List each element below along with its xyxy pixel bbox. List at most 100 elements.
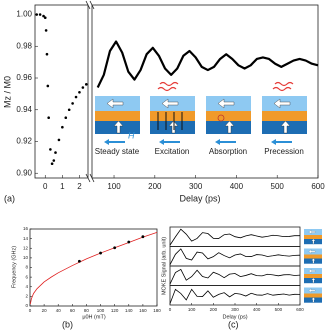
y-tick-label: 10 xyxy=(23,255,29,260)
data-point xyxy=(46,84,50,88)
data-point xyxy=(78,90,81,94)
pump-pulse xyxy=(157,81,179,92)
plot-frame xyxy=(34,4,89,179)
panel-label: (a) xyxy=(4,193,15,203)
data-point xyxy=(84,83,88,86)
x-tick-label: 0 xyxy=(29,308,32,313)
schematic-mini xyxy=(303,287,323,303)
data-point xyxy=(99,251,102,255)
field-arrows xyxy=(104,139,292,145)
y-tick-label: 0.90 xyxy=(16,168,32,177)
y-tick-label: 14 xyxy=(23,236,29,241)
x-tick-label: 100 xyxy=(107,182,121,191)
data-point xyxy=(54,151,57,154)
data-point xyxy=(67,108,71,112)
data-line xyxy=(96,40,319,89)
data-point xyxy=(42,14,45,18)
y-tick-label: 0.92 xyxy=(16,137,32,146)
x-tick-label: 100 xyxy=(188,307,196,312)
data-point xyxy=(44,29,48,32)
x-axis-label: μ0H (mT) xyxy=(82,314,106,320)
schematic xyxy=(149,95,196,135)
y-tick-label: 16 xyxy=(23,226,29,231)
y-axis-label: Mz / M0 xyxy=(2,76,12,108)
schematic-mini xyxy=(303,228,323,245)
x-tick-label: 500 xyxy=(271,182,285,191)
x-tick-label: 300 xyxy=(231,307,239,312)
schematic-label: Excitation xyxy=(155,147,190,156)
schematic-label: Absorption xyxy=(209,147,247,156)
y-axis-label: MOKE Signal (arb. unit) xyxy=(161,237,167,295)
data-point xyxy=(141,235,145,239)
y-axis-label: Frequency (GHz) xyxy=(11,246,17,288)
data-point xyxy=(127,240,131,244)
x-tick-label: 40 xyxy=(56,308,62,313)
x-tick-label: 100 xyxy=(97,308,105,313)
data-point xyxy=(57,138,61,142)
data-point xyxy=(49,148,52,151)
x-tick-label: 120 xyxy=(111,308,119,313)
axis-break xyxy=(85,0,95,183)
x-tick-label: 400 xyxy=(230,182,244,191)
x-axis-label: Delay (ps) xyxy=(179,193,220,203)
x-tick-label: 180 xyxy=(153,308,161,313)
x-tick-label: 400 xyxy=(253,307,261,312)
y-tick-label: 1.00 xyxy=(16,10,32,19)
plot-frame xyxy=(169,285,301,306)
data-point xyxy=(74,95,78,99)
pump-pulse xyxy=(272,81,294,92)
schematic-label: Steady state xyxy=(95,147,140,156)
schematic-mini xyxy=(303,267,323,284)
data-point xyxy=(35,13,39,16)
y-tick-label: 0.94 xyxy=(16,105,32,114)
plot-frame xyxy=(29,228,158,307)
schematic-mini xyxy=(303,248,323,264)
plot-frame xyxy=(169,246,301,267)
schematic xyxy=(261,95,308,135)
y-tick-label: 4 xyxy=(25,284,28,289)
x-tick-label: 160 xyxy=(139,308,147,313)
y-tick-label: 8 xyxy=(25,265,28,270)
y-tick-label: 6 xyxy=(25,274,28,279)
excitation-arrows xyxy=(157,112,183,130)
x-tick-label: 200 xyxy=(210,307,218,312)
x-tick-label: 600 xyxy=(311,182,325,191)
data-point xyxy=(52,159,56,162)
y-tick-label: 0.96 xyxy=(16,73,32,82)
x-tick-label: 0 xyxy=(43,182,48,191)
schematic xyxy=(205,95,252,135)
data-point xyxy=(43,16,47,19)
x-tick-label: 2 xyxy=(77,182,82,191)
absorption-spot xyxy=(217,114,225,122)
data-point xyxy=(71,102,74,105)
x-tick-label: 500 xyxy=(275,307,283,312)
data-point xyxy=(64,116,68,119)
panel-label: (c) xyxy=(228,319,239,329)
x-tick-label: 1 xyxy=(60,182,65,191)
data-point xyxy=(45,52,49,56)
y-tick-label: 2 xyxy=(25,294,28,299)
data-point xyxy=(38,13,42,16)
trace xyxy=(169,268,301,285)
x-tick-label: 80 xyxy=(84,308,90,313)
trace xyxy=(169,248,301,265)
data-point xyxy=(81,86,85,89)
schematic-label: Precession xyxy=(264,147,304,156)
x-tick-label: 140 xyxy=(125,308,133,313)
x-tick-label: 0 xyxy=(169,307,172,312)
data-point xyxy=(77,259,81,263)
data-point xyxy=(47,116,50,119)
trace xyxy=(169,228,300,246)
data-point xyxy=(113,246,117,250)
x-tick-label: 200 xyxy=(148,182,162,191)
data-point xyxy=(61,125,64,129)
schematic xyxy=(94,95,141,135)
schematics: H Steady state Excitation Absorption Pre… xyxy=(94,81,308,156)
data-point xyxy=(50,162,54,166)
y-tick-label: 0 xyxy=(25,303,28,308)
x-axis-label: Delay (ps) xyxy=(222,314,247,320)
fit-line xyxy=(29,231,158,305)
x-tick-label: 20 xyxy=(42,308,48,313)
x-tick-label: 600 xyxy=(296,307,304,312)
